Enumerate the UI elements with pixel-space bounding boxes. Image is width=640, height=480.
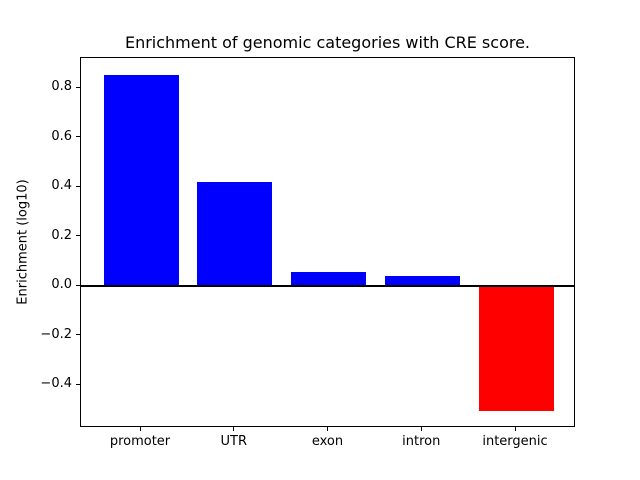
- plot-area: [80, 57, 575, 427]
- y-tick: [76, 334, 80, 336]
- x-tick-intergenic: [514, 427, 516, 431]
- y-tick: [76, 284, 80, 286]
- x-tick-exon: [327, 427, 328, 431]
- bar-intron: [384, 275, 460, 287]
- y-tick-label: 0.4: [51, 178, 72, 194]
- y-tick-label: −0.4: [40, 376, 72, 392]
- y-tick: [76, 185, 80, 187]
- bar-promoter: [103, 74, 179, 287]
- y-tick: [76, 136, 80, 138]
- chart-title: Enrichment of genomic categories with CR…: [124, 33, 531, 52]
- y-tick: [76, 235, 80, 237]
- bar-exon: [291, 271, 366, 287]
- y-tick-label: 0.0: [51, 277, 72, 293]
- y-tick: [76, 383, 80, 385]
- y-tick-label: 0.8: [51, 79, 72, 95]
- y-tick-label: 0.2: [51, 227, 72, 243]
- y-tick-label: −0.2: [40, 326, 72, 342]
- zero-line: [81, 285, 574, 288]
- y-tick-label: 0.6: [51, 128, 72, 144]
- x-tick-label-UTR: UTR: [220, 434, 248, 449]
- bar-UTR: [197, 182, 273, 287]
- x-tick-intron: [420, 427, 422, 431]
- x-tick-label-intron: intron: [402, 434, 441, 449]
- y-tick: [76, 86, 80, 88]
- bar-intergenic: [478, 286, 554, 412]
- x-tick-label-intergenic: intergenic: [482, 434, 548, 449]
- x-tick-label-exon: exon: [311, 434, 344, 449]
- x-tick-label-promoter: promoter: [109, 434, 171, 449]
- x-tick-promoter: [139, 427, 141, 431]
- x-tick-UTR: [233, 427, 235, 431]
